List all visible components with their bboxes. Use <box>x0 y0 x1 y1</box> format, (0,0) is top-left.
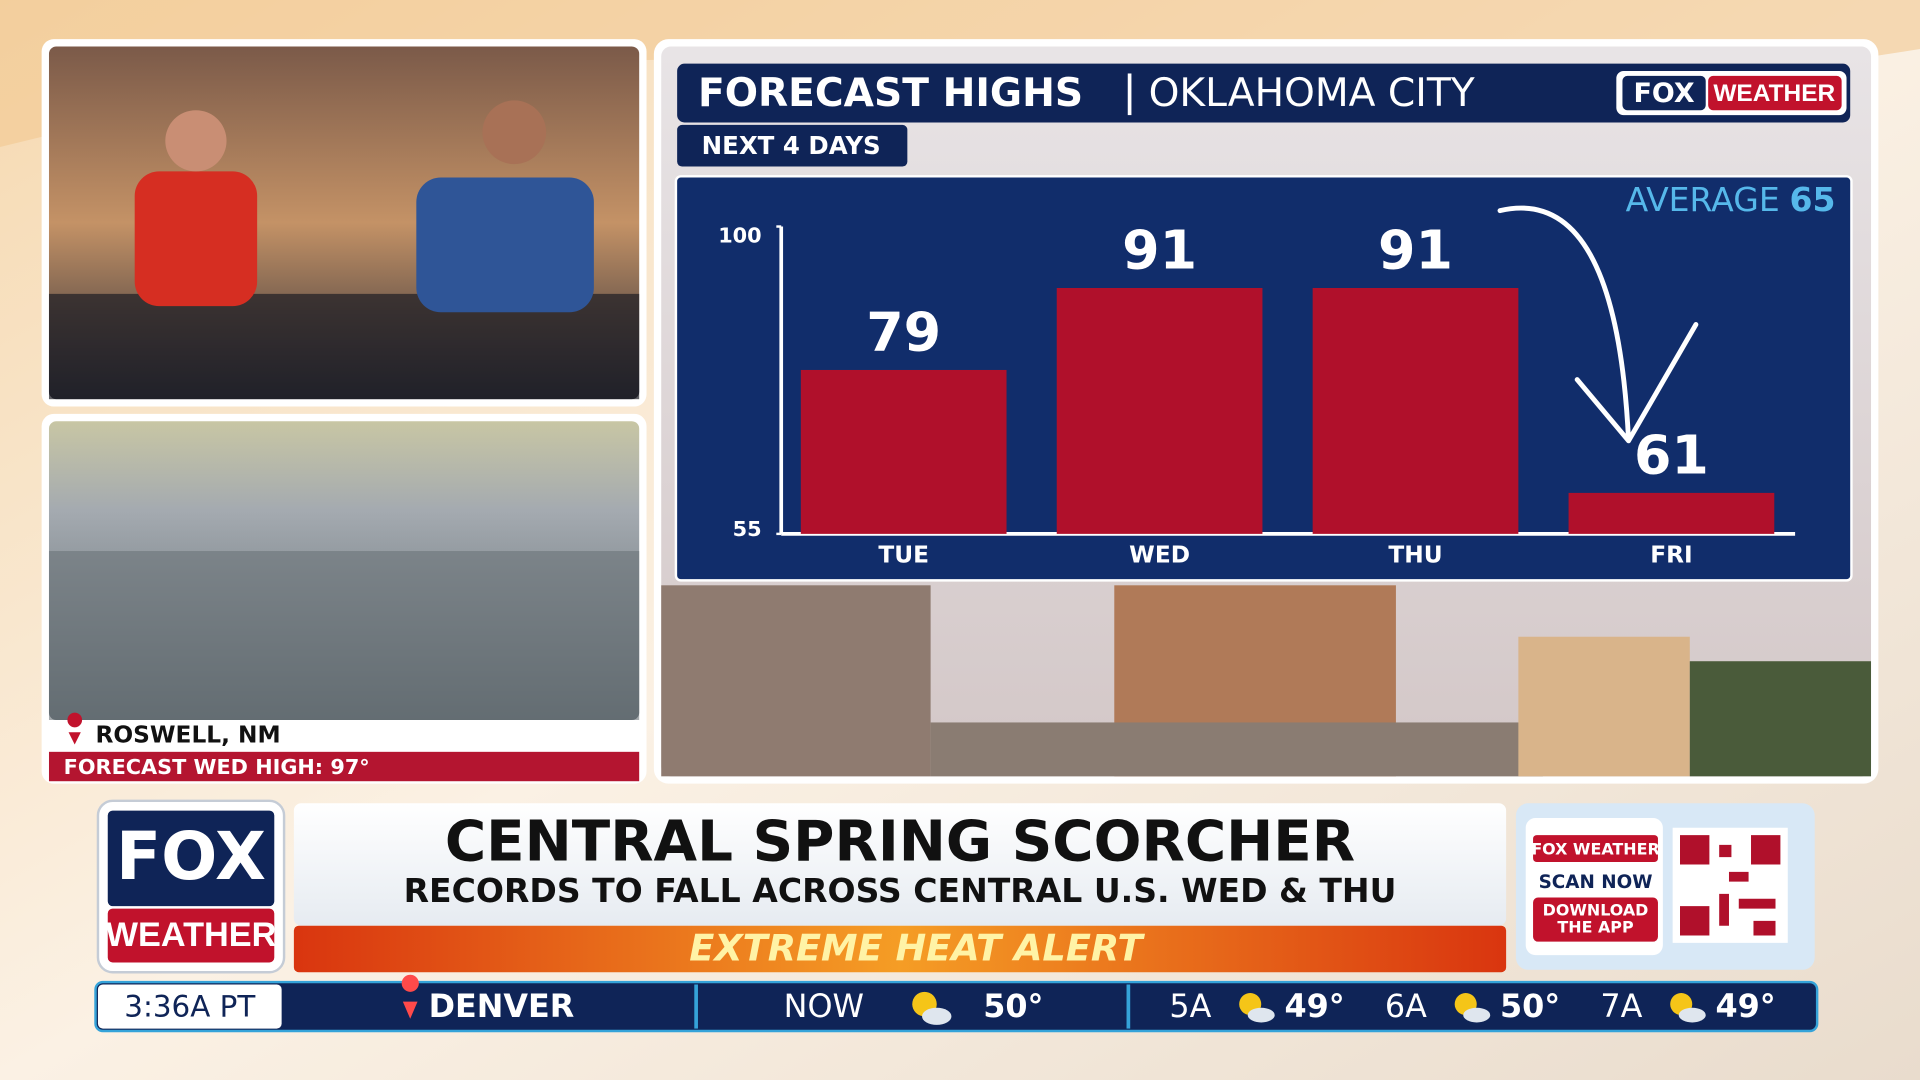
time-box <box>97 984 282 1029</box>
ticker-divider <box>694 984 698 1029</box>
subhead: RECORDS TO FALL ACROSS CENTRAL U.S. WED … <box>404 871 1397 910</box>
alert-bar <box>293 925 1507 973</box>
fox-logo-part <box>1622 75 1706 111</box>
average-label: AVERAGE <box>1626 179 1780 218</box>
bar <box>800 369 1007 534</box>
chart-logo-fox: FOX <box>1634 78 1695 109</box>
weather-icon <box>1463 1007 1491 1023</box>
anchor-right <box>416 177 594 313</box>
hour-temp: 49° <box>1716 987 1776 1025</box>
pin-icon <box>401 974 419 1019</box>
logo-weather: WEATHER <box>106 916 277 954</box>
value-label: 61 <box>1634 423 1709 486</box>
x-tick-label: FRI <box>1650 541 1692 568</box>
qr-download-1: DOWNLOAD <box>1543 901 1649 920</box>
anchor-left <box>134 171 258 307</box>
x-tick-label: TUE <box>878 541 929 568</box>
y-tick-label: 100 <box>718 223 761 247</box>
logo-part <box>107 908 275 963</box>
fox-logo-part <box>1708 75 1842 111</box>
ticker-city: DENVER <box>429 987 575 1025</box>
weather-icon <box>912 991 952 1025</box>
x-tick-label: THU <box>1388 541 1442 568</box>
headline: CENTRAL SPRING SCORCHER <box>445 810 1355 875</box>
value-label: 91 <box>1122 218 1197 281</box>
trees <box>1689 661 1872 777</box>
inset-location: ROSWELL, NM <box>96 721 281 748</box>
bar <box>1568 492 1775 534</box>
town-ground <box>48 551 640 720</box>
ticker-now-label: NOW <box>784 987 864 1025</box>
download-box <box>1533 897 1658 942</box>
qr-pattern <box>1680 835 1781 936</box>
bar <box>1312 288 1519 534</box>
period-tab <box>677 124 908 167</box>
weather-icon <box>1247 1007 1275 1023</box>
forecast-bar <box>48 751 640 782</box>
qr-brand-box <box>1533 835 1658 863</box>
background-swirl <box>0 0 1920 147</box>
anchor-right-head <box>482 100 547 165</box>
building <box>661 585 931 777</box>
average-annotation: AVERAGE 65 <box>1626 179 1836 218</box>
y-tick-label: 55 <box>733 517 762 541</box>
chart-title: FORECAST HIGHS <box>698 71 1083 116</box>
hour-time: 5A <box>1169 987 1211 1025</box>
chart-logo-weather: WEATHER <box>1713 80 1835 107</box>
drop-arrow <box>1497 205 1699 444</box>
plot: 55 100 TUE 79 WED 91 THU 91 FRI 61 <box>718 218 1796 568</box>
title-divider <box>1127 73 1132 116</box>
qr-download-2: THE APP <box>1557 918 1633 937</box>
chart-title-bar <box>677 63 1851 123</box>
value-label: 91 <box>1378 218 1453 281</box>
ticker-divider <box>1126 984 1131 1029</box>
building <box>930 722 1543 777</box>
average-value: 65 <box>1790 179 1836 218</box>
logo-fox: FOX <box>116 818 266 895</box>
alert: EXTREME HEAT ALERT <box>689 927 1145 970</box>
bar <box>1056 288 1263 534</box>
inset-forecast: FORECAST WED HIGH: 97° <box>64 755 370 779</box>
ticker-now-temp: 50° <box>983 987 1043 1025</box>
chart-subtitle: OKLAHOMA CITY <box>1149 71 1475 116</box>
hour-time: 6A <box>1385 987 1427 1025</box>
headline-box <box>293 803 1507 926</box>
hour-temp: 49° <box>1284 987 1344 1025</box>
qr-cta: SCAN NOW <box>1539 872 1653 893</box>
qr-brand: FOX WEATHER <box>1531 839 1659 858</box>
hour-time: 7A <box>1600 987 1642 1025</box>
hourly: 5A 49° 6A 50° 7A 49° <box>1169 987 1775 1025</box>
logo-part <box>107 810 275 907</box>
ticker-time: 3:36A PT <box>124 989 256 1023</box>
anchor-left-head <box>165 110 227 172</box>
hour-temp: 50° <box>1500 987 1560 1025</box>
x-tick-label: WED <box>1129 541 1190 568</box>
pin-icon <box>67 712 83 745</box>
location-bar <box>48 720 640 752</box>
ticker <box>94 980 1819 1033</box>
value-label: 79 <box>866 300 941 363</box>
weather-icon <box>1678 1007 1706 1023</box>
chart-period: NEXT 4 DAYS <box>702 131 881 160</box>
building <box>1518 636 1690 777</box>
